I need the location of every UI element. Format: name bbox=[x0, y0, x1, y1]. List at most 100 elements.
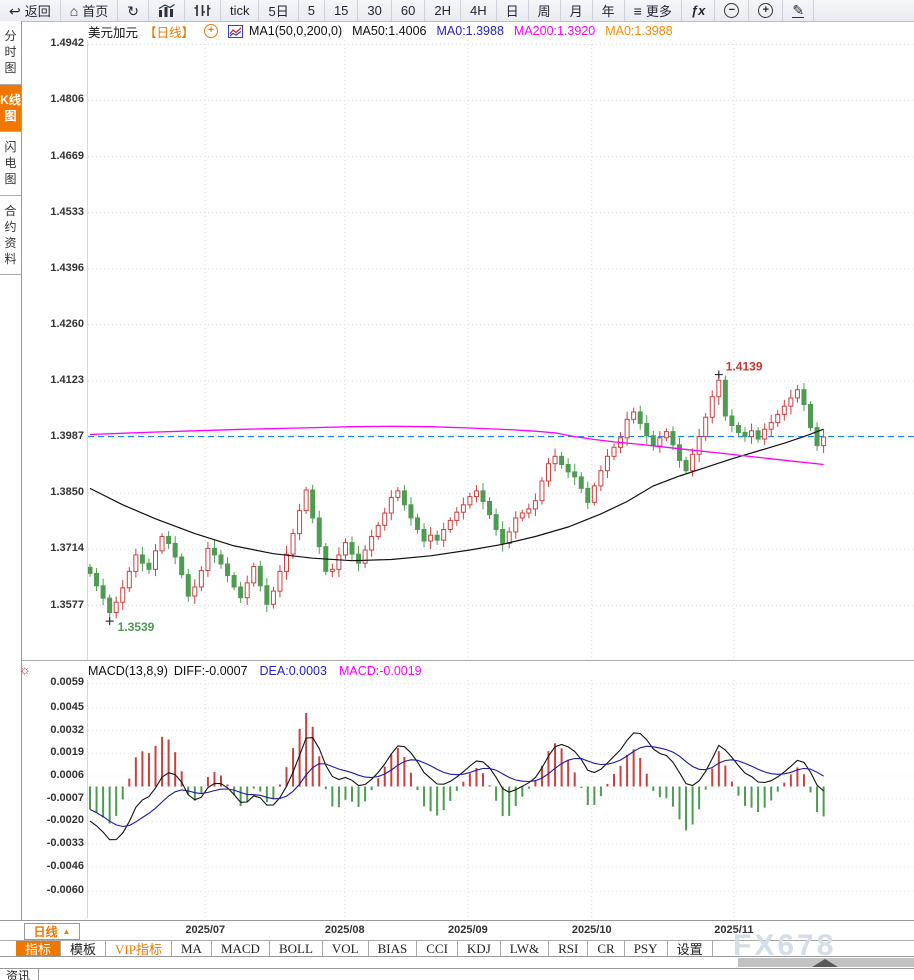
candle bbox=[735, 422, 741, 436]
toolbar-zoom-in[interactable]: + bbox=[749, 0, 784, 21]
indicator-tab-MACD[interactable]: MACD bbox=[212, 941, 270, 956]
indicator-tab-指标[interactable]: 指标 bbox=[16, 941, 62, 957]
macd-tick: 0.0045 bbox=[50, 700, 84, 713]
x-axis-row: 日线 ▲ 2025/07 2025/08 2025/09 2025/10 2025/11 bbox=[0, 920, 914, 941]
toolbar-60-min-button[interactable]: 60 bbox=[392, 0, 426, 21]
toolbar-5-day-button[interactable]: 5日 bbox=[259, 0, 299, 21]
macd-bar bbox=[292, 748, 295, 787]
indicator-tab-PSY[interactable]: PSY bbox=[625, 941, 668, 956]
toolbar-15-min-label: 15 bbox=[333, 3, 349, 18]
toolbar-zoom-out[interactable]: − bbox=[715, 0, 750, 21]
candle bbox=[375, 522, 381, 540]
period-selector[interactable]: 日线 ▲ bbox=[24, 923, 80, 940]
indicator-tab-KDJ[interactable]: KDJ bbox=[458, 941, 501, 956]
candle bbox=[749, 423, 755, 444]
macd-settings-icon[interactable]: ☼ bbox=[19, 662, 31, 677]
toolbar-candle-chart-mode[interactable] bbox=[185, 0, 221, 21]
toolbar-15-min-button[interactable]: 15 bbox=[325, 0, 359, 21]
toolbar-5-min-button[interactable]: 5 bbox=[299, 0, 325, 21]
indicator-tabs-row: 指标 模板 VIP指标 MA MACD BOLL VOL BIAS CCI KDJ LW& RSI CR… bbox=[0, 940, 914, 957]
toolbar-more[interactable]: ≡ 更多 bbox=[625, 0, 682, 21]
zoom-out-icon: − bbox=[724, 3, 740, 18]
candle bbox=[788, 389, 794, 415]
toolbar-home[interactable]: ⌂ 首页 bbox=[61, 0, 119, 21]
sidebar-tab-lightning[interactable]: 闪电图 bbox=[0, 131, 21, 196]
macd-bar bbox=[305, 712, 308, 787]
indicator-tab-VOL[interactable]: VOL bbox=[323, 941, 369, 956]
toolbar-yearly-button[interactable]: 年 bbox=[593, 0, 625, 21]
ma0-orange-value: MA0:1.3988 bbox=[605, 24, 673, 38]
add-compare-icon[interactable]: + bbox=[204, 24, 219, 38]
candle bbox=[591, 482, 597, 506]
candle bbox=[781, 399, 787, 421]
toolbar-indicator-fx[interactable]: ƒx bbox=[682, 0, 716, 21]
toolbar-line-chart-mode[interactable] bbox=[149, 0, 185, 21]
macd-bar bbox=[770, 786, 773, 801]
macd-tick: 0.0019 bbox=[50, 746, 84, 759]
macd-bar bbox=[351, 786, 353, 802]
toolbar-daily-button[interactable]: 日 bbox=[497, 0, 529, 21]
sidebar-tab-time-share[interactable]: 分时图 bbox=[0, 21, 21, 85]
main-candlestick-chart: 1.3539 1.4139 bbox=[88, 40, 914, 660]
macd-bar bbox=[724, 765, 727, 787]
toolbar-daily-label: 日 bbox=[505, 4, 519, 19]
macd-bar bbox=[573, 772, 576, 787]
indicator-tab-LW&[interactable]: LW& bbox=[501, 941, 550, 956]
macd-bar bbox=[501, 786, 504, 817]
toolbar-refresh[interactable]: ↻ bbox=[118, 0, 149, 21]
home-icon: ⌂ bbox=[69, 2, 79, 19]
toolbar-4-hour-button[interactable]: 4H bbox=[461, 0, 497, 21]
candle bbox=[382, 507, 388, 531]
indicator-tab-CCI[interactable]: CCI bbox=[417, 941, 458, 956]
candle bbox=[598, 465, 604, 492]
indicator-tab-设置[interactable]: 设置 bbox=[668, 941, 713, 957]
macd-header: MACD(13,8,9) DIFF:-0.0007 DEA:0.0003 MAC… bbox=[88, 663, 422, 678]
indicator-tab-RSI[interactable]: RSI bbox=[549, 941, 589, 956]
indicator-tab-VIP指标[interactable]: VIP指标 bbox=[106, 941, 172, 957]
toolbar-weekly-button[interactable]: 周 bbox=[529, 0, 561, 21]
panel-expand-icon[interactable] bbox=[812, 959, 838, 967]
candle bbox=[611, 443, 617, 461]
toolbar-2-hour-button[interactable]: 2H bbox=[425, 0, 461, 21]
ma-settings-label: MA1(50,0,200,0) bbox=[249, 24, 343, 38]
toolbar-tick-button[interactable]: tick bbox=[221, 0, 260, 21]
toolbar-back[interactable]: ↩ 返回 bbox=[0, 0, 61, 21]
candle bbox=[696, 428, 702, 462]
news-tab[interactable]: 资讯 bbox=[0, 969, 40, 980]
candle bbox=[139, 546, 145, 572]
watermark: FX678 bbox=[733, 929, 837, 962]
toolbar-30-min-button[interactable]: 30 bbox=[358, 0, 392, 21]
sidebar-tab-kline[interactable]: K线图 bbox=[0, 84, 21, 132]
macd-bar bbox=[482, 773, 484, 787]
macd-bar bbox=[239, 786, 242, 807]
macd-bar bbox=[508, 786, 511, 816]
candle bbox=[572, 463, 578, 486]
candle bbox=[821, 429, 827, 453]
macd-bar bbox=[206, 776, 209, 787]
candle bbox=[421, 523, 427, 548]
candle bbox=[559, 452, 565, 469]
toolbar-weekly-label: 周 bbox=[537, 4, 551, 19]
macd-bar bbox=[495, 786, 498, 801]
menu-icon: ≡ bbox=[633, 2, 642, 19]
macd-bar bbox=[527, 786, 530, 789]
indicator-tab-CR[interactable]: CR bbox=[588, 941, 625, 956]
candle bbox=[703, 412, 709, 441]
fx-icon: ƒx bbox=[690, 3, 706, 18]
macd-bar bbox=[259, 786, 262, 792]
candle bbox=[225, 557, 231, 583]
ma50-value: MA50:1.4006 bbox=[352, 24, 427, 38]
price-tick: 1.3577 bbox=[50, 598, 84, 611]
toolbar-monthly-button[interactable]: 月 bbox=[561, 0, 593, 21]
sidebar-tab-contract-info[interactable]: 合约资料 bbox=[0, 195, 21, 276]
candle bbox=[650, 430, 656, 451]
toolbar-draw[interactable]: ✎ bbox=[783, 0, 815, 21]
macd-bar bbox=[318, 756, 321, 787]
indicator-tab-MA[interactable]: MA bbox=[172, 941, 212, 956]
mini-chart-icon bbox=[228, 24, 244, 38]
macd-bar bbox=[665, 786, 668, 799]
indicator-tab-BIAS[interactable]: BIAS bbox=[369, 941, 418, 956]
indicator-tab-BOLL[interactable]: BOLL bbox=[270, 941, 323, 956]
macd-bar bbox=[540, 765, 543, 787]
indicator-tab-模板[interactable]: 模板 bbox=[61, 941, 107, 957]
